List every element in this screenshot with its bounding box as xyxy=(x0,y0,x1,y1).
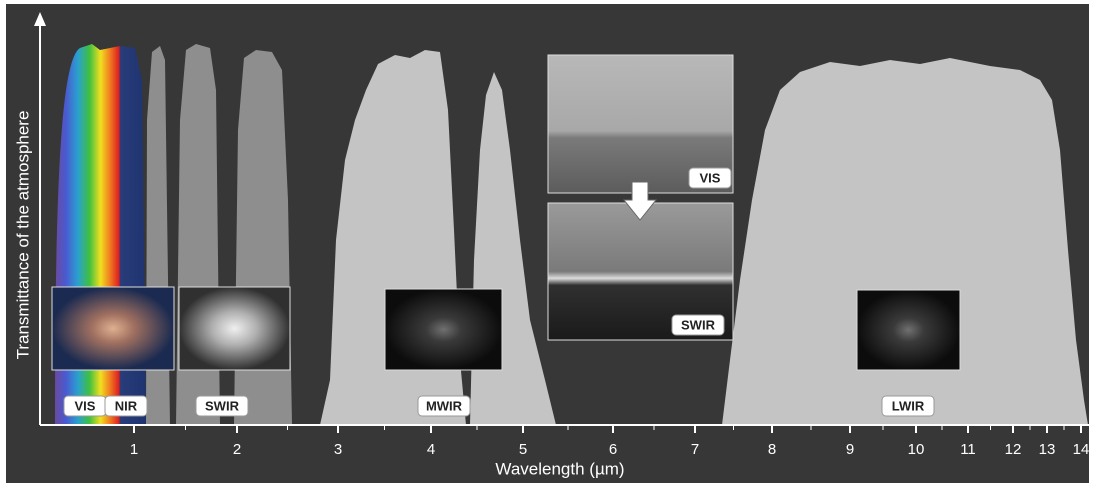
x-tick-label: 9 xyxy=(846,441,854,458)
x-tick-label: 8 xyxy=(768,441,776,458)
y-axis-label: Transmittance of the atmosphere xyxy=(13,111,32,360)
x-tick-label: 1 xyxy=(130,441,138,458)
band-label: MWIR xyxy=(426,398,463,413)
photo-swir-face xyxy=(179,287,290,370)
photo-label: VIS xyxy=(700,170,721,185)
x-tick-label: 3 xyxy=(334,441,342,458)
diagram: Transmittance of the atmosphere Waveleng… xyxy=(0,0,1093,487)
x-tick-label: 12 xyxy=(1005,441,1022,458)
x-axis-label: Wavelength (µm) xyxy=(495,459,624,478)
photo-lwir-face xyxy=(857,290,960,370)
photo-mwir-face xyxy=(385,289,502,370)
x-tick-label: 10 xyxy=(908,441,925,458)
band-label: SWIR xyxy=(205,398,240,413)
x-tick-label: 5 xyxy=(519,441,527,458)
x-tick-label: 13 xyxy=(1039,441,1056,458)
band-label: LWIR xyxy=(892,398,925,413)
photo-label: SWIR xyxy=(681,317,716,332)
band-label: NIR xyxy=(115,398,138,413)
x-tick-label: 6 xyxy=(609,441,617,458)
x-tick-label: 4 xyxy=(427,441,435,458)
x-tick-label: 2 xyxy=(233,441,241,458)
x-tick-label: 11 xyxy=(960,441,976,458)
x-tick-label: 14 xyxy=(1073,441,1090,458)
x-tick-label: 7 xyxy=(691,441,699,458)
photo-vis-face xyxy=(52,287,174,370)
band-label: VIS xyxy=(75,398,96,413)
